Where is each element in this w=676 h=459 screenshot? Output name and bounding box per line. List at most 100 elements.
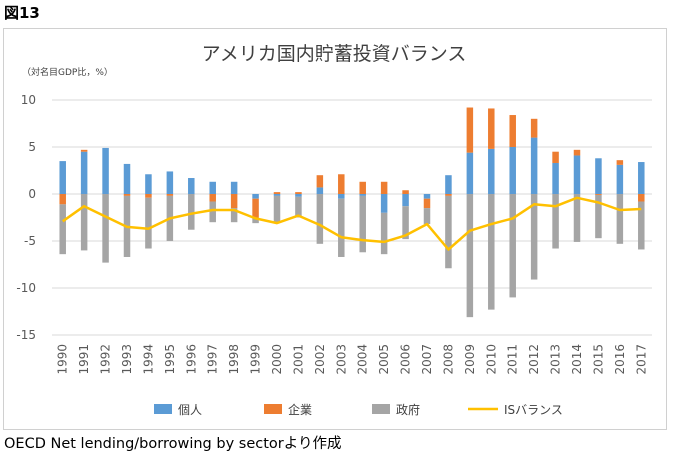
bar-household-1991 — [80, 151, 88, 194]
bar-government-2013 — [552, 194, 559, 249]
chart-svg: アメリカ国内貯蓄投資バランス （対名目GDP比，%） 1050-5-10-15 … — [16, 43, 652, 417]
series-line-is_balance — [61, 196, 642, 251]
bar-corporate-2015 — [595, 194, 602, 195]
x-tick-label: 2016 — [613, 344, 627, 375]
bar-household-2015 — [595, 158, 602, 194]
bar-household-1999 — [252, 194, 259, 199]
bar-corporate-1991 — [80, 149, 88, 152]
bar-corporate-2012 — [530, 118, 538, 138]
x-tick-label: 1997 — [206, 344, 220, 375]
x-tick-label: 2014 — [570, 344, 584, 375]
bar-household-2000 — [273, 194, 281, 196]
x-tick-label: 2000 — [270, 344, 284, 375]
x-tick-label: 1998 — [227, 344, 241, 375]
bar-government-2001 — [295, 196, 302, 218]
x-tick-label: 2010 — [484, 344, 498, 375]
bar-corporate-2008 — [445, 194, 452, 196]
bar-household-1997 — [209, 181, 216, 194]
bar-corporate-2014 — [573, 149, 581, 156]
bar-household-1990 — [59, 161, 66, 194]
bar-government-2000 — [273, 195, 281, 223]
bar-corporate-2005 — [380, 181, 388, 194]
legend-label-corporate: 企業 — [288, 402, 312, 417]
legend-label-government: 政府 — [396, 402, 420, 417]
unit-label: （対名目GDP比，%） — [22, 66, 113, 78]
bar-household-2017 — [638, 162, 645, 194]
x-tick-label: 2005 — [377, 344, 391, 375]
bar-household-2007 — [423, 194, 431, 199]
legend: 個人 企業 政府 ISバランス — [154, 402, 563, 417]
x-tick-label: 1992 — [99, 344, 113, 375]
bar-government-2014 — [573, 194, 581, 242]
y-tick-label: 5 — [28, 140, 36, 154]
y-tick-label: -10 — [16, 281, 36, 295]
legend-label-household: 個人 — [178, 403, 202, 417]
bar-household-1992 — [102, 147, 109, 194]
x-tick-label: 2008 — [441, 344, 455, 375]
x-tick-labels: 1990 1991 1992 1993 1994 1995 1996 1997 1998 1999… — [56, 344, 649, 375]
x-tick-label: 2011 — [506, 344, 520, 375]
bar-government-2016 — [616, 194, 624, 244]
x-tick-label: 1995 — [163, 344, 177, 375]
bar-household-2013 — [552, 162, 559, 194]
legend-label-is_balance: ISバランス — [504, 403, 563, 417]
bar-household-1994 — [145, 174, 152, 194]
bar-corporate-1994 — [145, 194, 152, 198]
y-tick-label: -5 — [24, 234, 36, 248]
bar-corporate-2016 — [616, 160, 624, 165]
bar-government-1991 — [80, 194, 88, 251]
bar-government-2004 — [359, 195, 366, 253]
bar-household-2001 — [295, 194, 302, 197]
x-tick-label: 1999 — [249, 344, 263, 375]
bar-household-2010 — [488, 148, 495, 194]
x-tick-label: 1991 — [77, 344, 91, 375]
bar-government-2009 — [466, 194, 474, 318]
x-tick-label: 2013 — [549, 344, 563, 375]
x-tick-label: 1996 — [184, 344, 198, 375]
bar-corporate-2001 — [295, 192, 302, 194]
y-tick-label: 10 — [21, 93, 36, 107]
bar-household-2002 — [316, 187, 324, 194]
bar-household-2003 — [338, 194, 345, 199]
bar-household-2008 — [445, 175, 452, 194]
bar-corporate-1995 — [166, 194, 174, 196]
bar-government-2011 — [509, 194, 516, 298]
bar-corporate-2006 — [402, 190, 409, 194]
bar-corporate-2007 — [423, 198, 431, 209]
x-tick-label: 2009 — [463, 344, 477, 375]
bar-government-1996 — [188, 194, 195, 230]
bar-household-2004 — [359, 194, 366, 196]
bar-government-2010 — [488, 194, 495, 310]
chart-frame: アメリカ国内貯蓄投資バランス （対名目GDP比，%） 10 5 0 -5 -10 -15 … — [3, 28, 667, 430]
bar-household-2016 — [616, 164, 624, 194]
bar-corporate-2004 — [359, 181, 366, 194]
bar-household-2005 — [380, 194, 388, 213]
bar-household-2009 — [466, 152, 474, 194]
figure-label: 図13 — [4, 4, 40, 22]
grid-layer — [52, 99, 652, 336]
bar-government-1992 — [102, 194, 109, 263]
x-tick-label: 1993 — [120, 344, 134, 375]
legend-swatch-household — [154, 404, 172, 414]
bar-corporate-1993 — [123, 194, 131, 196]
bar-household-1998 — [230, 181, 238, 194]
x-tick-label: 2001 — [291, 344, 305, 375]
x-tick-label: 2012 — [527, 344, 541, 375]
bar-corporate-2003 — [338, 174, 345, 194]
bar-household-2014 — [573, 155, 581, 194]
bar-household-2012 — [530, 137, 538, 194]
bar-government-1990 — [59, 204, 66, 255]
bar-corporate-2011 — [509, 115, 516, 147]
x-tick-label: 1994 — [141, 344, 155, 375]
bar-government-2015 — [595, 194, 602, 239]
x-tick-label: 2015 — [591, 344, 605, 375]
bar-household-2011 — [509, 147, 516, 194]
x-tick-label: 2006 — [399, 344, 413, 375]
y-tick-label: 0 — [28, 187, 36, 201]
bar-corporate-2017 — [638, 194, 645, 202]
bars-layer — [59, 107, 645, 318]
bar-government-1997 — [209, 201, 216, 223]
bar-corporate-1997 — [209, 194, 216, 202]
x-tick-label: 2004 — [356, 344, 370, 375]
line-layer — [61, 196, 642, 251]
